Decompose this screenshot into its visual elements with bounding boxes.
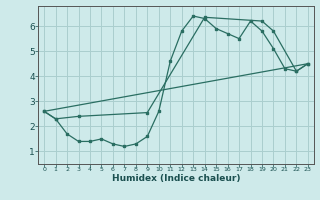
X-axis label: Humidex (Indice chaleur): Humidex (Indice chaleur) [112,174,240,183]
